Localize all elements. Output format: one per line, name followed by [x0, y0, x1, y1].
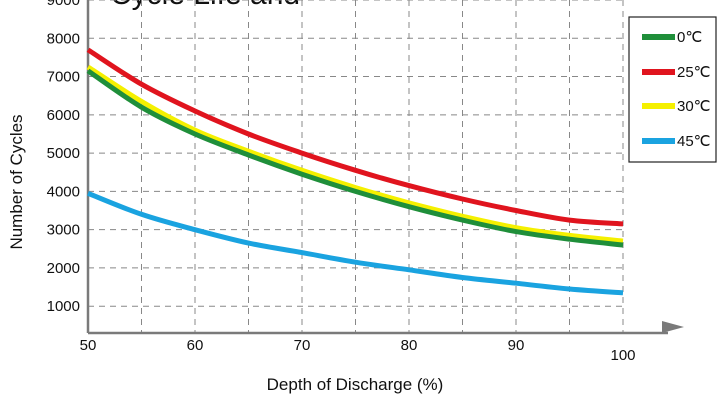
x-axis-arrow [662, 321, 684, 333]
chart-title: Cycle Life and [110, 0, 300, 11]
series-line-1 [86, 47, 624, 227]
series-line-2 [86, 64, 624, 244]
y-tick-label: 4000 [47, 183, 80, 200]
series-line-0 [86, 68, 624, 248]
x-tick-label: 100 [610, 347, 635, 364]
y-tick-label: 6000 [47, 107, 80, 124]
y-tick-label: 7000 [47, 69, 80, 86]
series-layer [86, 47, 624, 296]
legend-box [628, 16, 717, 163]
series-line-3 [87, 190, 624, 296]
legend-label: 45℃ [677, 133, 711, 150]
x-axis-title: Depth of Discharge (%) [267, 375, 444, 394]
y-tick-label: 5000 [47, 145, 80, 162]
x-tick-label: 50 [80, 337, 97, 354]
y-tick-label: 1000 [47, 298, 80, 315]
y-tick-label: 3000 [47, 222, 80, 239]
y-tick-label: 2000 [47, 260, 80, 277]
axes [86, 0, 684, 335]
legend-label: 25℃ [677, 64, 711, 81]
y-tick-label: 8000 [47, 30, 80, 47]
grid-lines [88, 0, 624, 333]
y-tick-label: 9000 [47, 0, 80, 9]
x-tick-label: 60 [187, 337, 204, 354]
legend: 0℃ 25℃ 30℃ 45℃ [628, 16, 717, 163]
x-tick-label: 90 [508, 337, 525, 354]
y-axis-title: Number of Cycles [7, 114, 26, 249]
legend-label: 30℃ [677, 98, 711, 115]
tick-labels: 50 60 70 80 90 100 1000 2000 3000 4000 5000 6000 700… [47, 0, 636, 364]
x-tick-label: 80 [401, 337, 418, 354]
legend-label: 0℃ [677, 29, 702, 46]
x-tick-label: 70 [294, 337, 311, 354]
